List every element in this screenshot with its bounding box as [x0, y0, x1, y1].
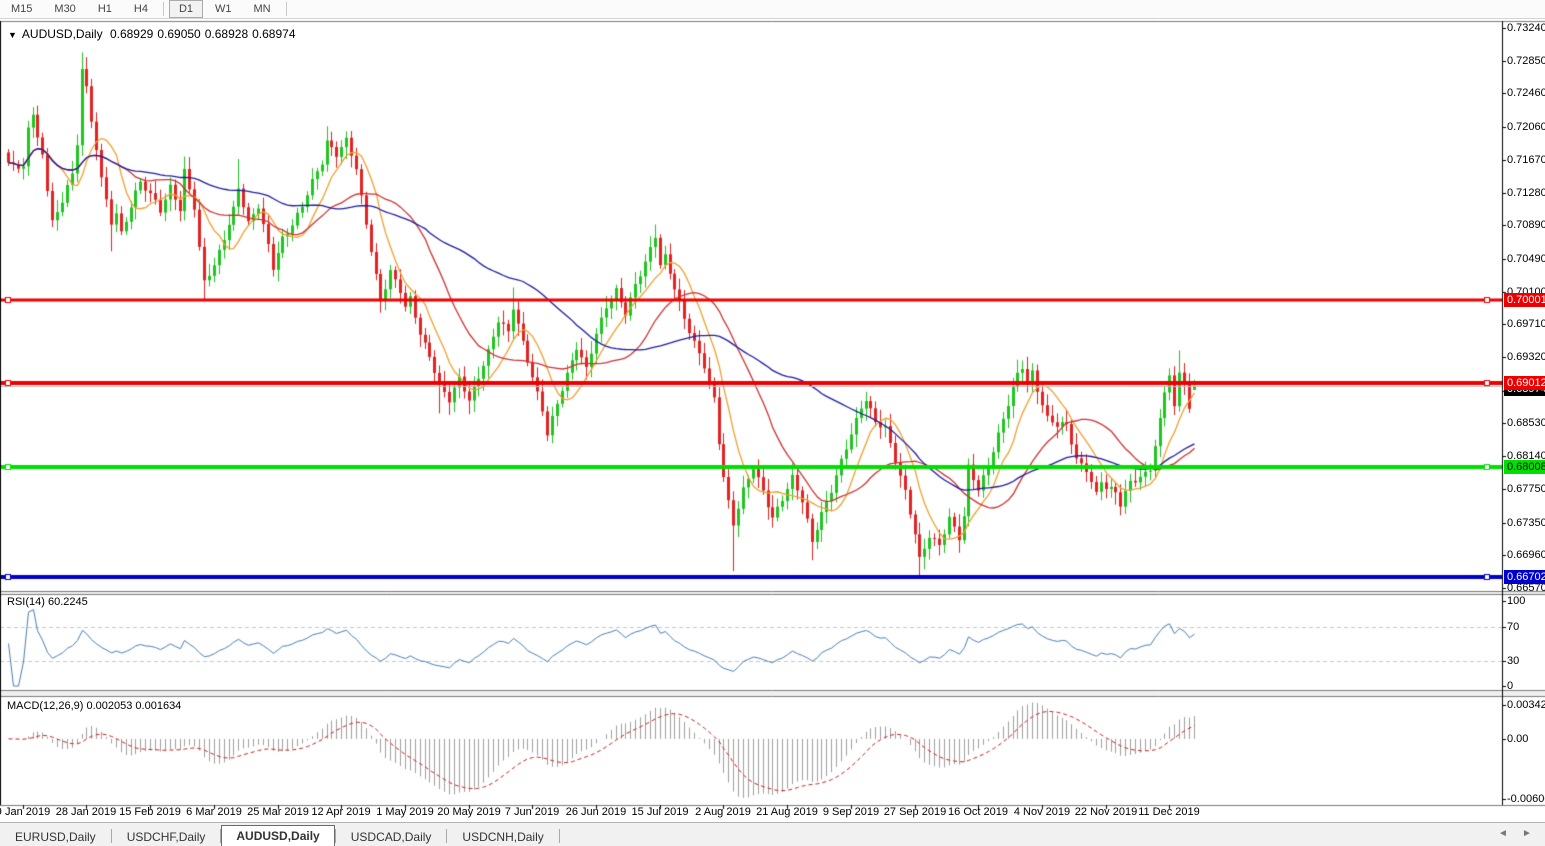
- price-axis-label: 0.67750: [1507, 482, 1545, 495]
- price-axis-label: 0.69710: [1507, 318, 1545, 331]
- date-axis-label: 6 Mar 2019: [186, 806, 242, 818]
- date-axis-label: 9 Jan 2019: [0, 806, 51, 818]
- hline-price-label[interactable]: 0.66702: [1504, 569, 1545, 584]
- macd-axis-label: -0.006069: [1507, 793, 1545, 805]
- tab-separator: [334, 829, 336, 843]
- date-axis-label: 25 Mar 2019: [247, 806, 309, 818]
- date-axis-label: 12 Apr 2019: [311, 806, 371, 818]
- price-axis-label: 0.73240: [1507, 22, 1545, 34]
- price-axis-label: 0.71280: [1507, 186, 1545, 199]
- price-axis-label: 0.70490: [1507, 252, 1545, 265]
- price-axis-label: 0.68140: [1507, 450, 1545, 463]
- timeframe-toolbar: M15 M30 H1 H4 D1 W1 MN: [0, 0, 1545, 19]
- toolbar-separator: [162, 2, 164, 16]
- date-axis-label: 15 Feb 2019: [119, 806, 181, 818]
- date-axis-label: 15 Jul 2019: [631, 806, 689, 818]
- date-axis-label: 16 Oct 2019: [948, 806, 1008, 818]
- price-axis-label: 0.68530: [1507, 417, 1545, 430]
- rsi-indicator-label: RSI(14) 60.2245: [7, 596, 88, 608]
- rsi-axis-label: 0: [1507, 680, 1514, 692]
- date-axis-label: 27 Sep 2019: [883, 806, 947, 818]
- price-axis-label: 0.72460: [1507, 87, 1545, 100]
- chart-tab-audusd[interactable]: AUDUSD,Daily: [221, 825, 335, 846]
- tab-separator: [558, 829, 560, 843]
- price-axis-label: 0.72850: [1507, 54, 1545, 67]
- macd-indicator-label: MACD(12,26,9) 0.002053 0.001634: [7, 700, 182, 712]
- tab-separator: [110, 829, 112, 843]
- timeframe-button-w1[interactable]: W1: [215, 3, 232, 15]
- date-axis-label: 1 May 2019: [376, 806, 434, 818]
- timeframe-button-d1[interactable]: D1: [168, 0, 203, 18]
- date-axis-label: 21 Aug 2019: [756, 806, 818, 818]
- timeframe-button-h1[interactable]: H1: [97, 3, 112, 15]
- date-axis-label: 28 Jan 2019: [55, 806, 117, 818]
- tab-separator: [220, 829, 222, 843]
- date-axis-label: 2 Aug 2019: [695, 806, 751, 818]
- timeframe-button-h4[interactable]: H4: [133, 3, 148, 15]
- chart-tab-usdcnh[interactable]: USDCNH,Daily: [462, 830, 544, 844]
- chart-tab-bar: EURUSD,Daily USDCHF,Daily AUDUSD,Daily USDC…: [0, 822, 1545, 846]
- date-axis-label: 22 Nov 2019: [1074, 806, 1138, 818]
- date-axis-label: 11 Dec 2019: [1138, 806, 1200, 818]
- ohlc-open: 0.68929: [109, 27, 154, 41]
- rsi-axis-label: 30: [1507, 654, 1520, 667]
- hline-price-label[interactable]: 0.69012: [1504, 375, 1545, 390]
- symbol-dropdown-icon[interactable]: ▼: [8, 30, 17, 40]
- price-axis-label: 0.67350: [1507, 516, 1545, 529]
- chart-tab-usdcad[interactable]: USDCAD,Daily: [350, 830, 432, 844]
- chart-tab-eurusd[interactable]: EURUSD,Daily: [15, 830, 96, 844]
- date-axis-label: 7 Jun 2019: [504, 806, 560, 818]
- macd-axis-label: 0.00: [1507, 732, 1529, 745]
- date-axis-label: 9 Sep 2019: [822, 806, 880, 818]
- date-axis-label: 26 Jun 2019: [565, 806, 627, 818]
- timeframe-button-m30[interactable]: M30: [54, 3, 76, 15]
- ohlc-low: 0.68928: [204, 27, 249, 41]
- macd-axis-label: 0.003421: [1507, 699, 1545, 711]
- hline-price-label[interactable]: 0.70001: [1504, 292, 1545, 307]
- price-axis-label: 0.66960: [1507, 549, 1545, 562]
- tab-scroll-left-icon[interactable]: ◄: [1498, 828, 1508, 839]
- tab-separator: [446, 829, 448, 843]
- price-axis-label: 0.70890: [1507, 219, 1545, 232]
- chart-tab-usdchf[interactable]: USDCHF,Daily: [126, 830, 206, 844]
- price-chart-canvas[interactable]: [0, 0, 1545, 822]
- hline-price-label[interactable]: 0.68008: [1504, 460, 1545, 475]
- date-axis-label: 4 Nov 2019: [1013, 806, 1071, 818]
- price-axis-label: 0.72060: [1507, 121, 1545, 134]
- chart-symbol-label: AUDUSD,Daily: [21, 27, 103, 41]
- timeframe-button-m15[interactable]: M15: [11, 3, 33, 15]
- ohlc-high: 0.69050: [157, 27, 201, 41]
- chart-title: ▼ AUDUSD,Daily 0.68929 0.69050 0.68928 0.689…: [8, 27, 300, 41]
- rsi-axis-label: 100: [1507, 595, 1526, 607]
- tab-scroll-right-icon[interactable]: ►: [1522, 828, 1532, 839]
- toolbar-separator: [285, 2, 287, 16]
- date-axis-label: 20 May 2019: [437, 806, 501, 818]
- price-axis-label: 0.71670: [1507, 153, 1545, 166]
- price-axis-label: 0.69320: [1507, 351, 1545, 364]
- price-axis-label: 0.66570: [1507, 582, 1545, 594]
- timeframe-button-mn[interactable]: MN: [253, 3, 271, 15]
- ohlc-close: 0.68974: [252, 27, 296, 41]
- rsi-axis-label: 70: [1507, 620, 1520, 633]
